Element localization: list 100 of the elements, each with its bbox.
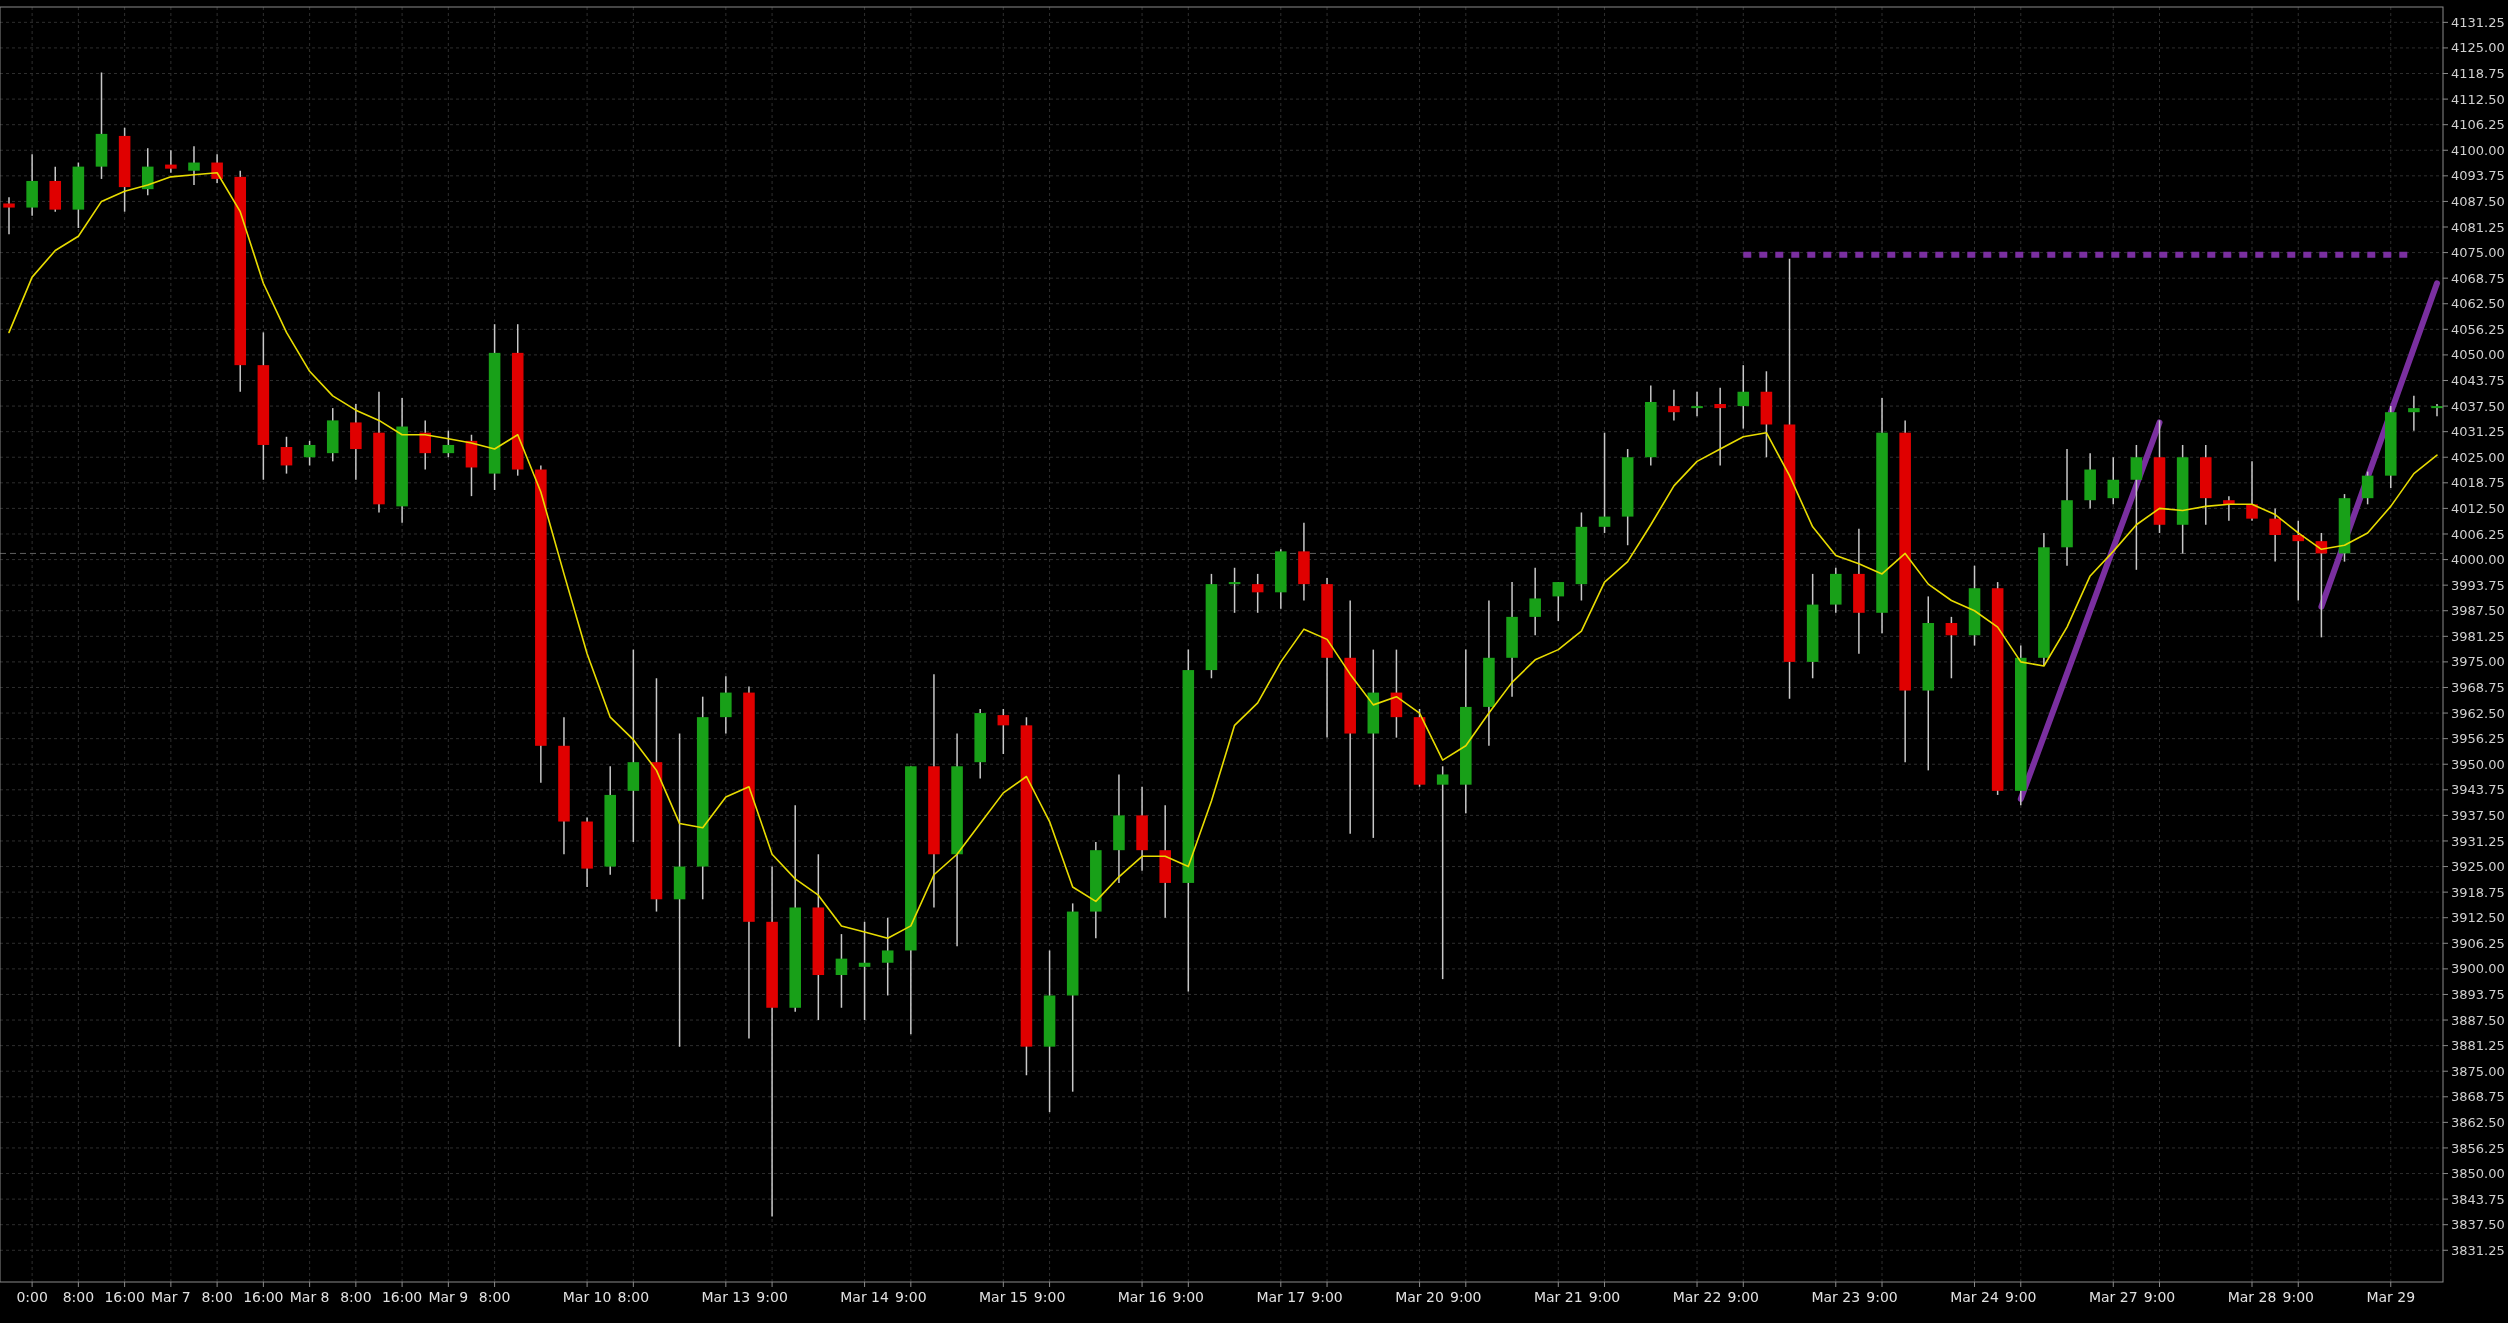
candlestick	[2408, 395, 2420, 432]
y-tick-label: 4106.25	[2451, 117, 2505, 133]
candlestick	[188, 145, 200, 186]
x-tick-label: Mar 15	[978, 1289, 1028, 1305]
y-tick-label: 3943.75	[2451, 782, 2505, 798]
candlestick	[2292, 519, 2305, 602]
x-tick-label: 9:00	[756, 1289, 788, 1305]
y-tick-label: 3856.25	[2451, 1140, 2505, 1156]
y-tick-label: 4012.50	[2451, 500, 2505, 516]
y-tick-label: 4025.00	[2451, 449, 2505, 465]
candlestick	[997, 708, 1010, 755]
y-tick-label: 3993.75	[2451, 577, 2505, 593]
y-tick-label: 4000.00	[2451, 552, 2505, 568]
y-tick-label: 3837.50	[2451, 1217, 2505, 1233]
x-tick-label: Mar 14	[840, 1289, 890, 1305]
y-tick-label: 3925.00	[2451, 859, 2505, 875]
y-tick-label: 3868.75	[2451, 1089, 2505, 1105]
y-tick-label: 3881.25	[2451, 1038, 2505, 1054]
x-tick-label: 9:00	[2143, 1289, 2176, 1305]
y-tick-label: 4075.00	[2451, 245, 2505, 261]
y-tick-label: 4043.75	[2451, 373, 2505, 389]
candlestick	[1598, 431, 1611, 534]
candlestick	[1945, 616, 1958, 680]
candlestick	[1228, 567, 1241, 614]
x-tick-label: 16:00	[381, 1289, 423, 1305]
y-tick-label: 4125.00	[2451, 40, 2505, 56]
y-tick-label: 3968.75	[2451, 680, 2505, 696]
x-tick-label: 16:00	[104, 1289, 145, 1305]
candlestick	[2246, 460, 2258, 522]
y-tick-label: 4112.50	[2451, 91, 2505, 107]
x-tick-label: Mar 24	[1950, 1289, 1999, 1305]
y-tick-label: 3893.75	[2451, 987, 2505, 1003]
x-tick-label: Mar 22	[1672, 1289, 1722, 1305]
y-tick-label: 3862.50	[2451, 1114, 2505, 1130]
x-tick-label: 9:00	[1866, 1289, 1898, 1305]
candlestick	[2269, 507, 2281, 563]
candlestick	[1714, 386, 1726, 467]
x-tick-label: 9:00	[2005, 1289, 2037, 1305]
y-tick-label: 4100.00	[2451, 142, 2505, 158]
x-tick-label: 8:00	[340, 1289, 372, 1305]
y-tick-label: 3937.50	[2451, 807, 2505, 823]
x-tick-label: Mar 21	[1533, 1289, 1583, 1305]
y-tick-label: 3875.00	[2451, 1063, 2505, 1079]
candlestick	[141, 147, 154, 197]
candlestick	[442, 429, 455, 458]
candlestick	[419, 419, 432, 471]
y-tick-label: 4081.25	[2451, 219, 2505, 235]
x-tick-label: Mar 28	[2227, 1289, 2277, 1305]
y-tick-label: 3956.25	[2451, 731, 2505, 747]
y-tick-label: 4131.25	[2451, 14, 2505, 30]
x-tick-label: 9:00	[1727, 1289, 1760, 1305]
y-tick-label: 3887.50	[2451, 1012, 2505, 1028]
x-tick-label: Mar 8	[289, 1289, 330, 1305]
candlestick	[835, 933, 848, 1009]
y-tick-label: 3831.25	[2451, 1242, 2505, 1258]
x-tick-label: Mar 29	[2366, 1289, 2416, 1305]
y-tick-label: 3850.00	[2451, 1166, 2505, 1182]
y-tick-label: 3981.25	[2451, 628, 2505, 644]
y-tick-label: 4093.75	[2451, 168, 2505, 184]
candlestick	[2107, 456, 2120, 506]
x-tick-label: 9:00	[1311, 1289, 1343, 1305]
x-tick-label: 9:00	[1172, 1289, 1205, 1305]
x-tick-label: Mar 17	[1256, 1289, 1306, 1305]
y-tick-label: 4062.50	[2451, 296, 2505, 312]
y-tick-label: 3975.00	[2451, 654, 2505, 670]
candlestick	[1436, 765, 1449, 980]
candlestick	[881, 916, 894, 997]
y-tick-label: 4037.50	[2451, 398, 2505, 414]
candlestick	[1737, 364, 1750, 430]
y-tick-label: 3962.50	[2451, 705, 2505, 721]
candlestick	[1691, 391, 1703, 418]
x-tick-label: Mar 9	[428, 1289, 469, 1305]
x-tick-label: 9:00	[1033, 1289, 1066, 1305]
x-tick-label: 9:00	[1588, 1289, 1621, 1305]
x-tick-label: 8:00	[478, 1289, 511, 1305]
x-tick-label: 16:00	[243, 1289, 284, 1305]
x-tick-label: Mar 23	[1811, 1289, 1861, 1305]
y-tick-label: 3912.50	[2451, 910, 2505, 926]
x-tick-label: 0:00	[16, 1289, 48, 1305]
candlestick	[3, 196, 15, 235]
candlestick	[1529, 567, 1541, 637]
y-tick-label: 4006.25	[2451, 526, 2505, 542]
candlestick	[1552, 581, 1565, 622]
candlestick	[280, 436, 293, 475]
candlestick	[303, 440, 316, 467]
y-tick-label: 4056.25	[2451, 321, 2505, 337]
x-tick-label: 9:00	[2282, 1289, 2314, 1305]
x-tick-label: 8:00	[617, 1289, 650, 1305]
x-tick-label: Mar 20	[1395, 1289, 1444, 1305]
y-tick-label: 3900.00	[2451, 961, 2505, 977]
candlestick	[858, 921, 871, 1021]
y-tick-label: 3918.75	[2451, 884, 2505, 900]
candlestick	[2130, 444, 2143, 571]
y-tick-label: 3906.25	[2451, 935, 2505, 951]
x-tick-label: 8:00	[201, 1289, 233, 1305]
candlestick	[2361, 470, 2374, 506]
x-tick-label: 8:00	[62, 1289, 95, 1305]
y-tick-label: 3987.50	[2451, 603, 2505, 619]
candlestick	[1251, 573, 1264, 614]
x-tick-label: 9:00	[895, 1289, 927, 1305]
